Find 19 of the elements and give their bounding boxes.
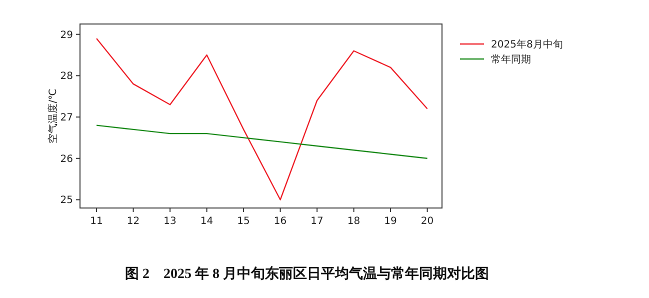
x-tick-label: 19 bbox=[384, 216, 397, 227]
x-tick-label: 14 bbox=[200, 216, 214, 227]
x-tick-label: 12 bbox=[126, 216, 140, 227]
x-tick-label: 16 bbox=[274, 216, 287, 227]
y-tick-label: 25 bbox=[60, 195, 73, 206]
y-tick-label: 27 bbox=[60, 112, 73, 124]
x-tick-label: 17 bbox=[310, 216, 324, 227]
x-tick-label: 11 bbox=[90, 216, 103, 227]
x-tick-label: 18 bbox=[347, 216, 360, 227]
y-tick-label: 26 bbox=[60, 154, 73, 165]
y-axis-title: 空气温度/℃ bbox=[47, 88, 59, 144]
y-tick-label: 28 bbox=[60, 71, 73, 82]
x-tick-label: 20 bbox=[420, 216, 434, 227]
legend-label: 常年同期 bbox=[491, 54, 531, 66]
legend-label: 2025年8月中旬 bbox=[491, 38, 563, 50]
x-tick-label: 13 bbox=[164, 216, 176, 227]
text: 图 2 2025 年 8 月中旬东丽区日平均气温与常年同期对比图 bbox=[125, 265, 489, 282]
x-tick-label: 15 bbox=[237, 216, 250, 227]
y-tick-label: 29 bbox=[60, 30, 73, 41]
